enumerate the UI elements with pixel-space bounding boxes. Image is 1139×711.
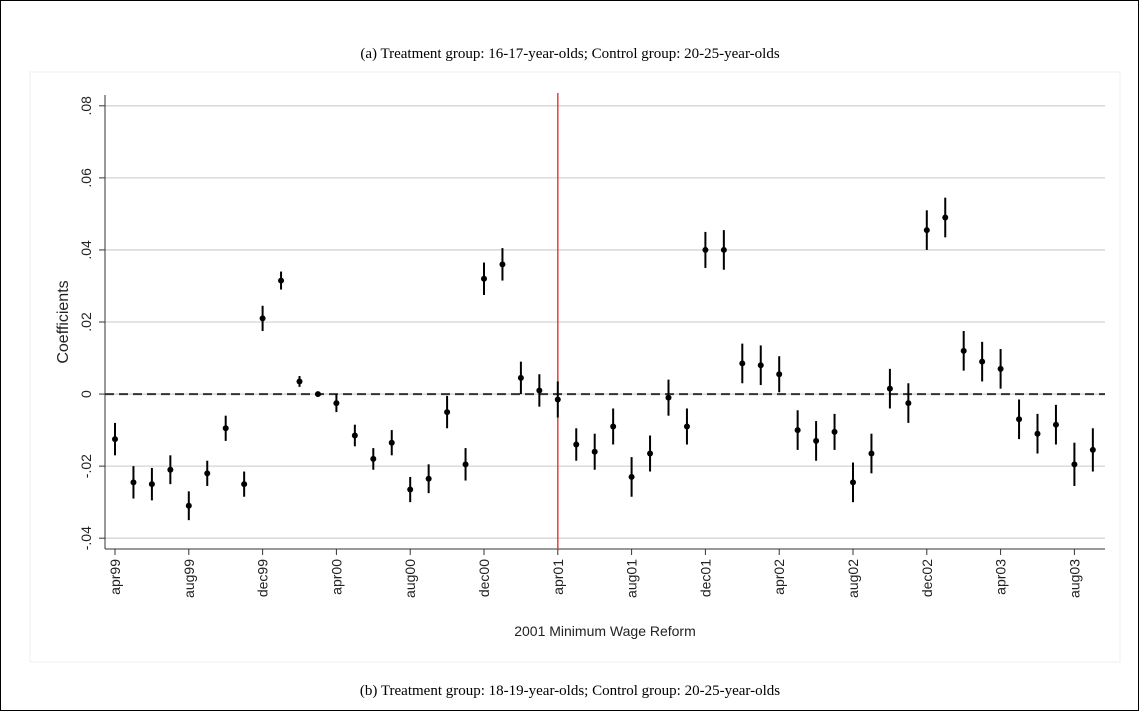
point (148, 481, 155, 488)
point (314, 391, 321, 398)
point (1034, 430, 1041, 437)
point (813, 437, 820, 444)
point (425, 475, 432, 482)
point (647, 450, 654, 457)
point (222, 425, 229, 432)
point (370, 455, 377, 462)
x-tick-label: aug00 (402, 559, 418, 598)
x-tick-label: dec01 (697, 559, 713, 597)
point (462, 461, 469, 468)
point (831, 428, 838, 435)
point (388, 439, 395, 446)
point (407, 486, 414, 493)
x-tick-label: apr00 (328, 559, 344, 595)
point (554, 396, 561, 403)
y-tick-label: .04 (78, 240, 94, 260)
point (610, 423, 617, 430)
point (1052, 421, 1059, 428)
x-tick-label: dec02 (919, 559, 935, 597)
point (1071, 461, 1078, 468)
point (1089, 446, 1096, 453)
x-tick-label: aug03 (1066, 559, 1082, 598)
x-tick-label: apr01 (550, 559, 566, 595)
x-tick-label: aug01 (624, 559, 640, 598)
point (112, 436, 118, 443)
x-tick-label: aug99 (181, 559, 197, 598)
x-tick-label: dec00 (476, 559, 492, 597)
y-axis-title: Coefficients (55, 280, 72, 363)
point (997, 365, 1004, 372)
point (905, 400, 912, 407)
point (333, 400, 340, 407)
point (702, 246, 709, 253)
x-tick-label: dec99 (255, 559, 271, 597)
x-tick-label: apr02 (771, 559, 787, 595)
x-tick-label: aug02 (845, 559, 861, 598)
y-tick-label: .08 (78, 96, 94, 116)
point (296, 378, 303, 385)
point (167, 466, 174, 473)
point (942, 214, 949, 221)
point (720, 246, 727, 253)
point (794, 427, 801, 434)
point (868, 450, 875, 457)
point (757, 362, 764, 369)
point (979, 358, 986, 365)
x-tick-label: apr03 (993, 559, 1009, 595)
point (185, 502, 192, 509)
point (481, 275, 487, 282)
point (739, 360, 746, 367)
point (130, 479, 137, 486)
point (517, 374, 524, 381)
point (683, 423, 690, 430)
point (259, 315, 266, 322)
point (960, 347, 967, 354)
caption: (a) Treatment group: 16-17-year-olds; Co… (360, 46, 779, 62)
point (665, 394, 672, 401)
y-tick-label: -.04 (78, 526, 94, 550)
caption: (b) Treatment group: 18-19-year-olds; Co… (360, 683, 780, 699)
y-tick-label: .02 (78, 312, 94, 332)
point (776, 371, 783, 378)
point (923, 227, 930, 234)
point (591, 448, 598, 455)
point (573, 441, 580, 448)
x-axis-title: 2001 Minimum Wage Reform (514, 623, 696, 639)
point (499, 261, 506, 268)
point (850, 479, 856, 486)
y-tick-label: -.02 (78, 454, 94, 478)
point (278, 277, 285, 284)
y-tick-label: .06 (78, 168, 94, 188)
chart-panel (29, 71, 1121, 663)
point (628, 473, 635, 480)
point (444, 409, 451, 416)
point (351, 432, 358, 439)
point (241, 481, 248, 488)
point (536, 387, 543, 394)
point (204, 470, 211, 477)
point (886, 385, 893, 392)
point (1016, 416, 1023, 423)
y-tick-label: 0 (78, 390, 94, 398)
x-tick-label: apr99 (107, 559, 123, 595)
